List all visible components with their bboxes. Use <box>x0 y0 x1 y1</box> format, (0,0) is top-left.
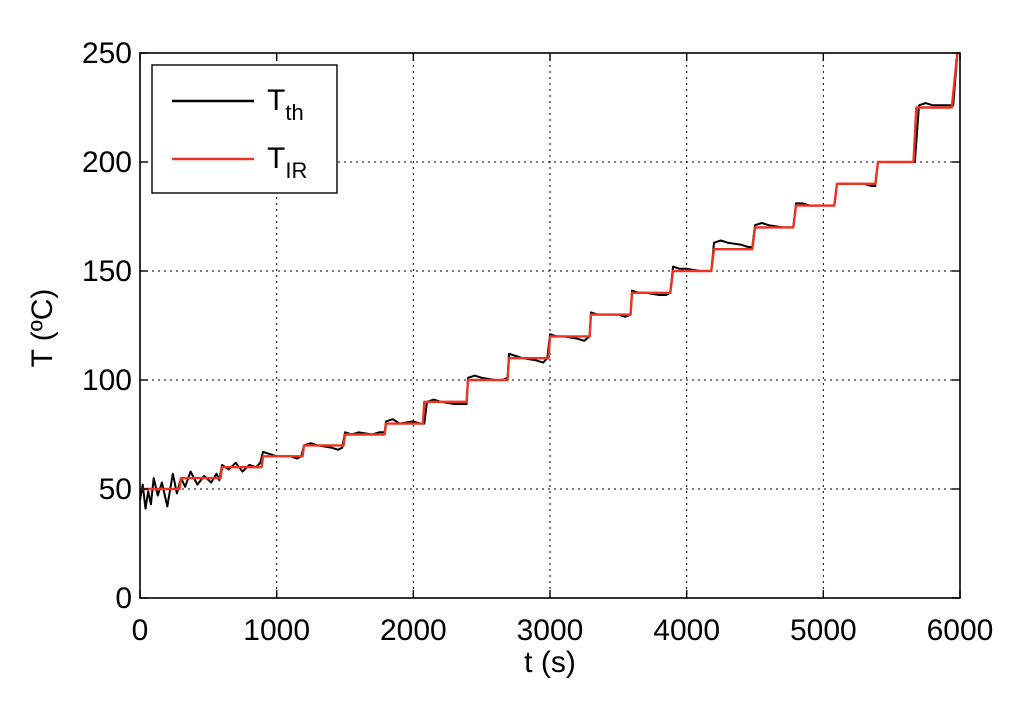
x-tick-label: 5000 <box>790 614 857 647</box>
y-tick-label: 0 <box>115 582 132 615</box>
legend-label-tir-main: T <box>267 142 285 175</box>
ticks: 0 1000 2000 3000 4000 5000 6000 0 50 100 150 200 250 <box>82 37 993 647</box>
x-tick-label: 1000 <box>243 614 310 647</box>
legend-label-tir-sub: IR <box>285 158 307 183</box>
y-tick-label: 50 <box>99 473 132 506</box>
legend: Tth TIR <box>151 64 338 194</box>
x-axis-label: t (s) <box>524 646 576 679</box>
series-layer <box>139 52 959 510</box>
y-tick-label: 100 <box>82 364 132 397</box>
y-tick-label: 200 <box>82 146 132 179</box>
y-tick-label: 150 <box>82 255 132 288</box>
series-line-tir <box>140 52 959 491</box>
y-tick-label: 250 <box>82 37 132 70</box>
x-tick-label: 0 <box>132 614 149 647</box>
x-tick-label: 3000 <box>517 614 584 647</box>
x-tick-label: 2000 <box>380 614 447 647</box>
x-tick-label: 4000 <box>653 614 720 647</box>
x-tick-label: 6000 <box>927 614 994 647</box>
legend-label-tth-sub: th <box>285 100 303 125</box>
legend-label-tth: Tth <box>267 84 304 125</box>
legend-box <box>151 64 338 194</box>
y-axis-label: T (ºC) <box>26 289 59 368</box>
legend-label-tir: TIR <box>267 142 307 183</box>
legend-label-tth-main: T <box>267 84 285 117</box>
